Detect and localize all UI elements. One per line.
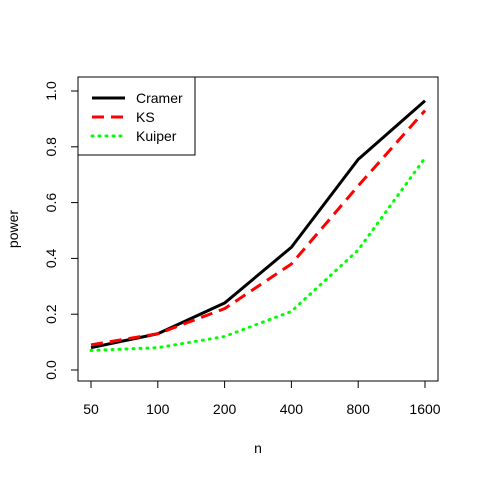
y-tick-label: 0.8: [43, 137, 59, 157]
x-tick-label: 50: [83, 401, 99, 417]
legend: Cramer KS Kuiper: [77, 76, 196, 156]
x-axis-label: n: [254, 440, 262, 456]
y-axis-label: power: [5, 210, 21, 248]
y-tick-label: 0.2: [43, 304, 59, 324]
series-line-cramer: [90, 99, 426, 350]
series-line-ks: [90, 109, 427, 347]
x-tick-label: 200: [213, 401, 237, 417]
y-tick-label: 1.0: [43, 81, 59, 101]
x-tick-label: 800: [347, 401, 371, 417]
x-tick-label: 400: [280, 401, 304, 417]
series-line-kuiper: [89, 156, 427, 352]
x-tick-label: 1600: [409, 401, 440, 417]
x-axis: 50 100 200 400 800 1600: [83, 380, 441, 417]
y-tick-label: 0.4: [43, 248, 59, 268]
y-tick-label: 0.0: [43, 360, 59, 380]
y-axis: 0.0 0.2 0.4 0.6 0.8 1.0: [43, 81, 79, 380]
legend-label-ks: KS: [136, 109, 155, 125]
legend-label-kuiper: Kuiper: [136, 128, 177, 144]
y-tick-label: 0.6: [43, 193, 59, 213]
x-tick-label: 100: [146, 401, 170, 417]
legend-label-cramer: Cramer: [136, 90, 183, 106]
series-layer: [89, 99, 427, 352]
